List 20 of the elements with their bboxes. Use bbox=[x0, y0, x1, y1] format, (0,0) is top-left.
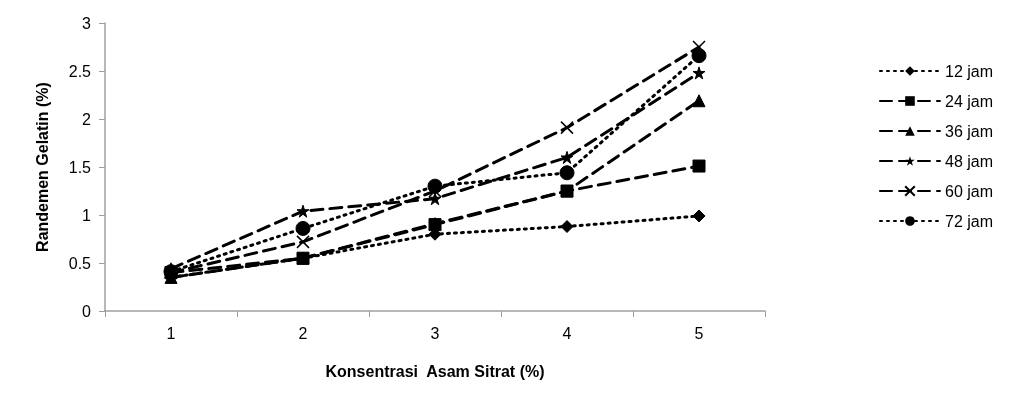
x-tick-label: 3 bbox=[430, 324, 440, 342]
y-tick-label: 1 bbox=[82, 206, 92, 224]
x-axis-title: Konsentrasi Asam Sitrat (%) bbox=[325, 362, 545, 380]
legend-label: 36 jam bbox=[944, 122, 994, 140]
y-axis-title: Randemen Gelatin (%) bbox=[33, 82, 51, 252]
y-tick-label: 2.5 bbox=[68, 62, 92, 80]
legend-label: 48 jam bbox=[944, 152, 994, 170]
legend-label: 60 jam bbox=[944, 182, 994, 200]
y-tick-label: 0 bbox=[82, 302, 92, 320]
x-tick-label: 2 bbox=[298, 324, 308, 342]
legend-label: 72 jam bbox=[944, 212, 994, 230]
legend-label: 24 jam bbox=[944, 92, 994, 110]
y-tick-label: 1.5 bbox=[68, 158, 92, 176]
x-tick-label: 4 bbox=[562, 324, 572, 342]
y-tick-label: 3 bbox=[82, 14, 92, 32]
legend-label: 12 jam bbox=[944, 62, 994, 80]
x-tick-label: 5 bbox=[694, 324, 704, 342]
y-tick-label: 2 bbox=[82, 110, 92, 128]
x-tick-label: 1 bbox=[166, 324, 176, 342]
y-tick-label: 0.5 bbox=[68, 254, 92, 272]
